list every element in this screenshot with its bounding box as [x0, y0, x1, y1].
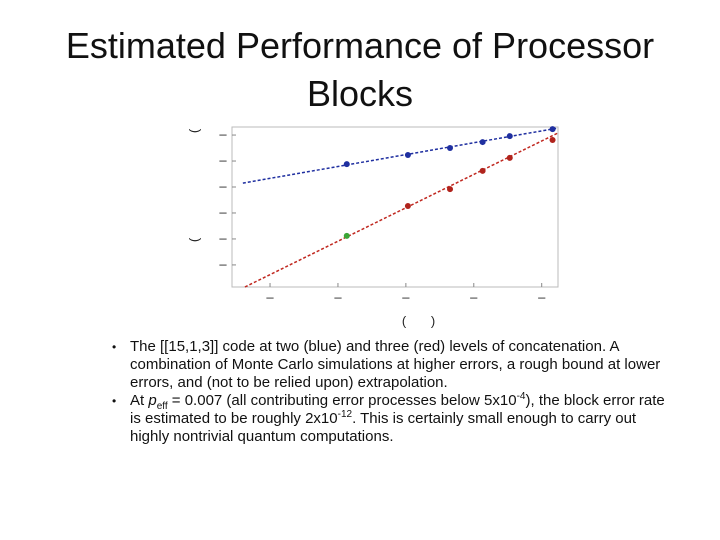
- x-tick-label: –: [266, 289, 274, 304]
- bullet-text: eff: [156, 401, 168, 412]
- data-point: [447, 145, 454, 152]
- x-tick-label: –: [402, 289, 410, 304]
- y-tick-label: –: [219, 126, 227, 141]
- bullet-text: p: [148, 392, 157, 409]
- y-tick-label: –: [219, 152, 227, 167]
- x-label: (: [402, 313, 407, 328]
- bullet: At peff = 0.007 (all contributing error …: [112, 392, 667, 446]
- data-point: [549, 136, 556, 143]
- y-tick-label: –: [219, 178, 227, 193]
- data-point: [404, 152, 411, 159]
- y-tick-label: –: [219, 256, 227, 271]
- y-tick-label: –: [219, 204, 227, 219]
- x-label: ): [431, 313, 435, 328]
- data-point: [343, 232, 350, 239]
- bullet-text: = 0.007 (all contributing error processe…: [167, 392, 517, 409]
- bullet-text: At: [130, 392, 149, 409]
- x-tick-label: –: [470, 289, 478, 304]
- bullet-text: -4: [516, 391, 526, 402]
- data-point: [404, 202, 411, 209]
- x-tick-label: –: [334, 289, 342, 304]
- data-point: [343, 161, 350, 168]
- plot-frame: [231, 126, 559, 288]
- data-point: [506, 133, 513, 140]
- x-tick-label: –: [538, 289, 546, 304]
- y-tick-label: –: [219, 230, 227, 245]
- bullet-text: The [[15,1,3]] code at two (blue) and th…: [130, 338, 661, 391]
- data-point: [549, 126, 556, 133]
- bullet-text: ), the block error rate is estimated to …: [130, 392, 665, 427]
- y-label: (: [186, 128, 201, 133]
- y-label: (: [186, 237, 201, 242]
- bullet-list: The [[15,1,3]] code at two (blue) and th…: [112, 338, 667, 446]
- bullet-text: -12: [337, 409, 353, 420]
- data-point: [506, 154, 513, 161]
- bullet: The [[15,1,3]] code at two (blue) and th…: [112, 338, 667, 392]
- data-point: [447, 186, 454, 193]
- fit-line: [242, 127, 559, 184]
- data-point: [479, 167, 486, 174]
- data-point: [479, 139, 486, 146]
- slide-title: Estimated Performance of Processor Block…: [65, 25, 655, 114]
- fit-line: [244, 132, 559, 288]
- bullet-text: . This is certainly small enough to carr…: [130, 410, 637, 445]
